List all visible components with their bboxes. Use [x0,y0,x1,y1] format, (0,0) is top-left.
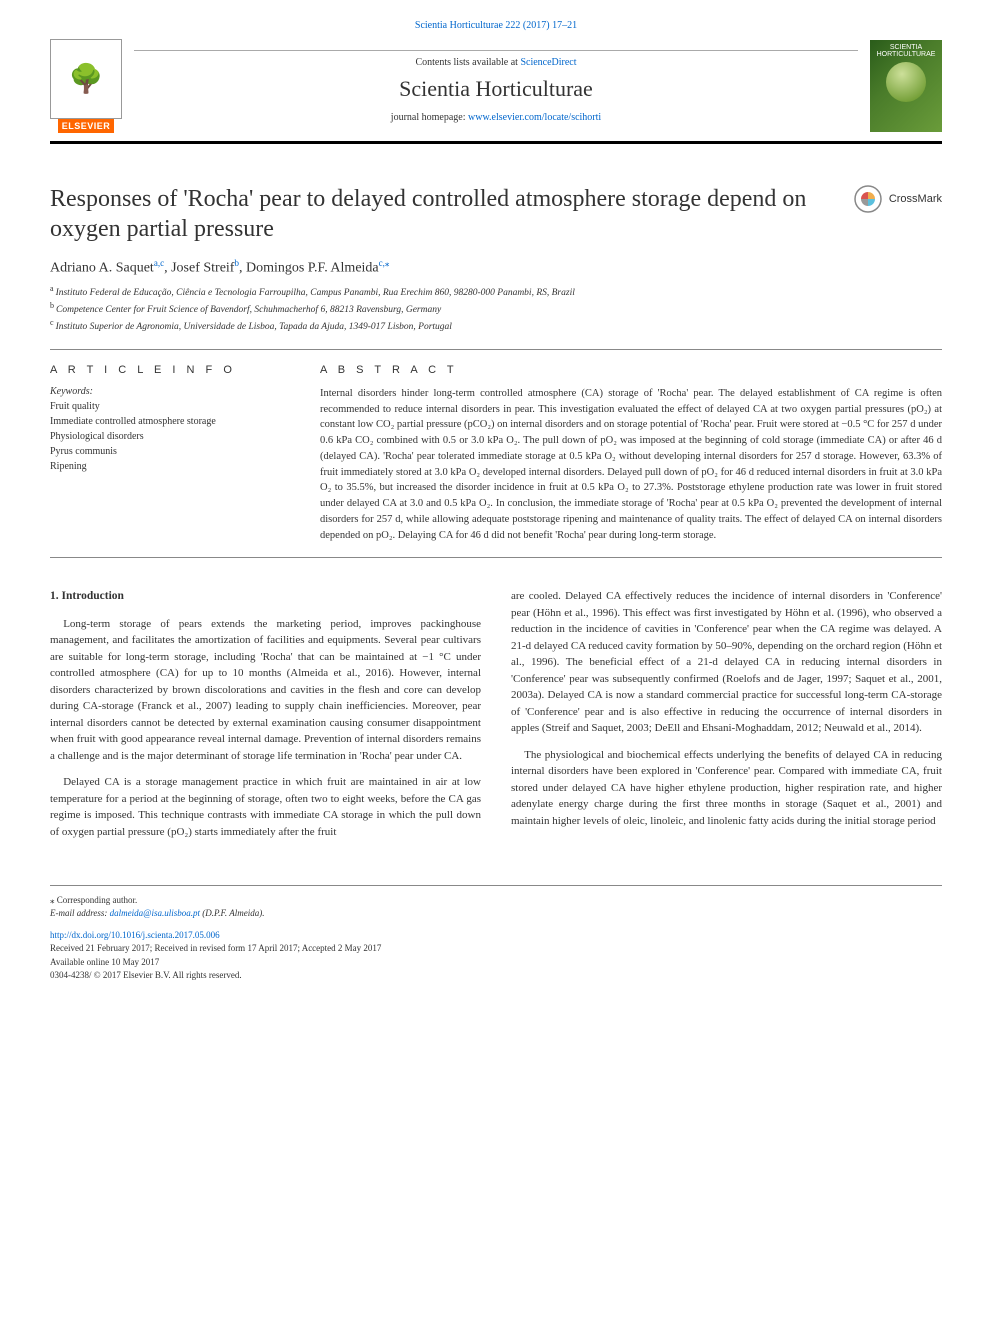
cover-label-top: SCIENTIA [890,44,922,51]
copyright: 0304-4238/ © 2017 Elsevier B.V. All righ… [50,969,942,983]
journal-name: Scientia Horticulturae [134,76,858,102]
sciencedirect-link[interactable]: ScienceDirect [520,57,576,68]
email-link[interactable]: dalmeida@isa.ulisboa.pt [110,908,200,918]
cover-label-bot: HORTICULTURAE [877,51,936,58]
cover-graphic [886,62,926,102]
authors-line: Adriano A. Saqueta,c, Josef Streifb, Dom… [50,258,942,277]
crossmark-icon [853,184,883,214]
article-info-block: A R T I C L E I N F O Keywords: Fruit qu… [50,364,280,544]
article-title: Responses of 'Rocha' pear to delayed con… [50,184,837,244]
crossmark-label: CrossMark [889,193,942,205]
journal-ref-link[interactable]: Scientia Horticulturae 222 (2017) 17–21 [415,20,577,31]
journal-cover-thumbnail: SCIENTIA HORTICULTURAE [870,40,942,132]
doi-link[interactable]: http://dx.doi.org/10.1016/j.scienta.2017… [50,929,942,943]
corresponding-author: ⁎ Corresponding author. [50,894,942,908]
elsevier-wordmark: ELSEVIER [58,119,115,133]
abstract-header: A B S T R A C T [320,364,942,376]
body-paragraph: Long-term storage of pears extends the m… [50,616,481,765]
online-date: Available online 10 May 2017 [50,956,942,970]
received-dates: Received 21 February 2017; Received in r… [50,942,942,956]
keywords-list: Fruit qualityImmediate controlled atmosp… [50,399,280,474]
divider [50,349,942,350]
body-paragraph: The physiological and biochemical effect… [511,747,942,830]
contents-line: Contents lists available at ScienceDirec… [134,57,858,68]
journal-header: 🌳 ELSEVIER Contents lists available at S… [50,39,942,144]
article-info-header: A R T I C L E I N F O [50,364,280,376]
abstract-text: Internal disorders hinder long-term cont… [320,386,942,544]
footer-block: ⁎ Corresponding author. E-mail address: … [50,885,942,983]
affiliations: aInstituto Federal de Educação, Ciência … [50,283,942,335]
body-paragraph: are cooled. Delayed CA effectively reduc… [511,588,942,737]
elsevier-tree-icon: 🌳 [69,62,104,96]
email-line: E-mail address: dalmeida@isa.ulisboa.pt … [50,907,942,921]
crossmark-badge[interactable]: CrossMark [853,184,942,214]
elsevier-logo: 🌳 ELSEVIER [50,39,122,133]
journal-homepage-link[interactable]: www.elsevier.com/locate/scihorti [468,112,601,123]
divider [50,557,942,558]
intro-heading: 1. Introduction [50,588,481,605]
body-paragraph: Delayed CA is a storage management pract… [50,774,481,840]
article-body: 1. Introduction Long-term storage of pea… [50,588,942,844]
abstract-block: A B S T R A C T Internal disorders hinde… [320,364,942,544]
keywords-label: Keywords: [50,386,280,397]
homepage-line: journal homepage: www.elsevier.com/locat… [134,112,858,123]
journal-reference: Scientia Horticulturae 222 (2017) 17–21 [50,20,942,31]
